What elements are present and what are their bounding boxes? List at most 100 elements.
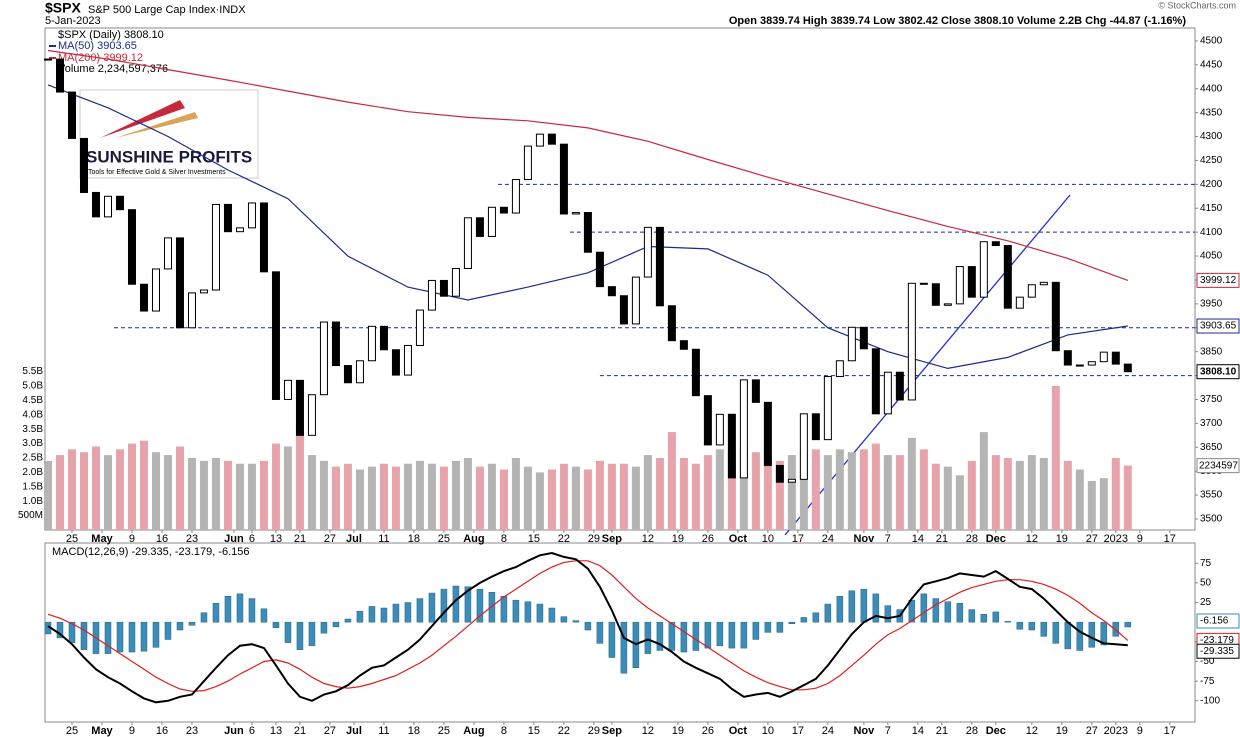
histogram-bar xyxy=(1064,621,1072,650)
x-tick-label: 16 xyxy=(156,725,168,737)
histogram-bar xyxy=(512,599,520,623)
volume-bar xyxy=(1051,385,1060,530)
histogram-bar xyxy=(1112,621,1120,637)
y-tick-label: 4350 xyxy=(1200,107,1223,118)
volume-bar xyxy=(1123,465,1132,530)
y-tick-label: 3700 xyxy=(1200,418,1223,429)
histogram-bar xyxy=(212,603,220,623)
y-tick-label: 3850 xyxy=(1200,346,1223,357)
histogram-bar xyxy=(404,602,412,623)
x-tick-label: 29 xyxy=(588,725,600,737)
histogram-bar xyxy=(968,609,976,623)
histogram-bar xyxy=(488,592,496,623)
candle xyxy=(187,292,196,329)
volume-bar xyxy=(967,460,976,530)
volume-bar xyxy=(163,455,172,530)
x-tick-label: Aug xyxy=(463,725,484,737)
y-tick-label: 4200 xyxy=(1200,179,1223,190)
volume-bar xyxy=(979,432,988,530)
histogram-bar xyxy=(572,620,580,623)
value-label: -23.179 xyxy=(1200,635,1234,646)
volume-bar xyxy=(307,455,316,530)
candle xyxy=(439,279,448,297)
histogram-bar xyxy=(200,612,208,623)
logo-tagline: Tools for Effective Gold & Silver Invest… xyxy=(88,169,226,176)
histogram-bar xyxy=(740,621,748,649)
histogram-bar xyxy=(1076,621,1084,651)
x-tick-label: Jul xyxy=(346,533,362,545)
histogram-bar xyxy=(680,621,688,653)
histogram-bar xyxy=(764,621,772,633)
candle xyxy=(403,344,412,376)
candle xyxy=(691,348,700,397)
candle xyxy=(463,217,472,269)
histogram-bar xyxy=(956,603,964,623)
volume-bar xyxy=(991,455,1000,530)
volume-bar xyxy=(283,446,292,530)
histogram-bar xyxy=(860,588,868,623)
value-label: 3903.65 xyxy=(1200,321,1237,332)
y-tick-label: 4450 xyxy=(1200,59,1223,70)
histogram-bar xyxy=(68,621,76,643)
histogram-bar xyxy=(1124,621,1132,628)
x-tick-label: 11 xyxy=(378,533,389,545)
candle xyxy=(655,226,664,307)
candle xyxy=(331,321,340,367)
histogram-bar xyxy=(620,621,628,674)
candle xyxy=(859,326,868,350)
volume-bar xyxy=(619,463,628,530)
volume-bar xyxy=(235,463,244,530)
candle xyxy=(1051,281,1060,352)
volume-bar xyxy=(115,449,124,530)
histogram-bar xyxy=(704,621,712,649)
date-label: 5-Jan-2023 xyxy=(45,15,101,27)
histogram-bar xyxy=(524,601,532,623)
candle xyxy=(1087,361,1096,366)
histogram-bar xyxy=(548,607,556,623)
candle xyxy=(979,241,988,298)
candle xyxy=(739,379,748,479)
y-tick-label: -100 xyxy=(1200,695,1220,706)
x-tick-label: 11 xyxy=(378,725,389,737)
histogram-bar xyxy=(380,607,388,623)
value-label: -6.156 xyxy=(1200,616,1229,627)
x-tick-label: 14 xyxy=(912,725,924,737)
volume-tick-label: 4.5B xyxy=(22,395,43,406)
histogram-bar xyxy=(872,593,880,623)
volume-bar xyxy=(175,446,184,530)
volume-bar xyxy=(667,432,676,530)
candle xyxy=(1111,351,1120,365)
y-tick-label: 3500 xyxy=(1200,514,1223,525)
x-tick-label: 24 xyxy=(822,533,834,545)
candle xyxy=(91,191,100,218)
volume-bar xyxy=(907,437,916,530)
candle xyxy=(895,371,904,401)
x-tick-label: 13 xyxy=(270,533,282,545)
histogram-bar xyxy=(668,621,676,651)
histogram-bar xyxy=(476,588,484,623)
y-tick-label: 4100 xyxy=(1200,227,1223,238)
logo-swoosh xyxy=(100,100,185,138)
x-tick-label: 14 xyxy=(912,533,924,545)
histogram-bar xyxy=(308,621,316,646)
volume-bar xyxy=(943,466,952,530)
x-tick-label: 23 xyxy=(186,533,198,545)
histogram-bar xyxy=(80,621,88,650)
histogram-bar xyxy=(944,601,952,623)
chart-subtitle: S&P 500 Large Cap Index·INDX xyxy=(88,4,246,16)
volume-bar xyxy=(811,449,820,530)
candle xyxy=(1039,281,1048,286)
histogram-bar xyxy=(848,590,856,623)
candle xyxy=(643,226,652,278)
volume-bar xyxy=(199,460,208,530)
volume-bar xyxy=(1075,469,1084,530)
histogram-bar xyxy=(356,610,364,623)
volume-bar xyxy=(367,466,376,530)
candle xyxy=(235,227,244,233)
x-tick-label: Nov xyxy=(853,533,875,545)
x-tick-label: 6 xyxy=(249,533,255,545)
copyright: © StockCharts.com xyxy=(1158,0,1236,10)
histogram-bar xyxy=(176,621,184,631)
x-tick-label: 17 xyxy=(1164,533,1176,545)
x-tick-label: 17 xyxy=(1164,725,1176,737)
